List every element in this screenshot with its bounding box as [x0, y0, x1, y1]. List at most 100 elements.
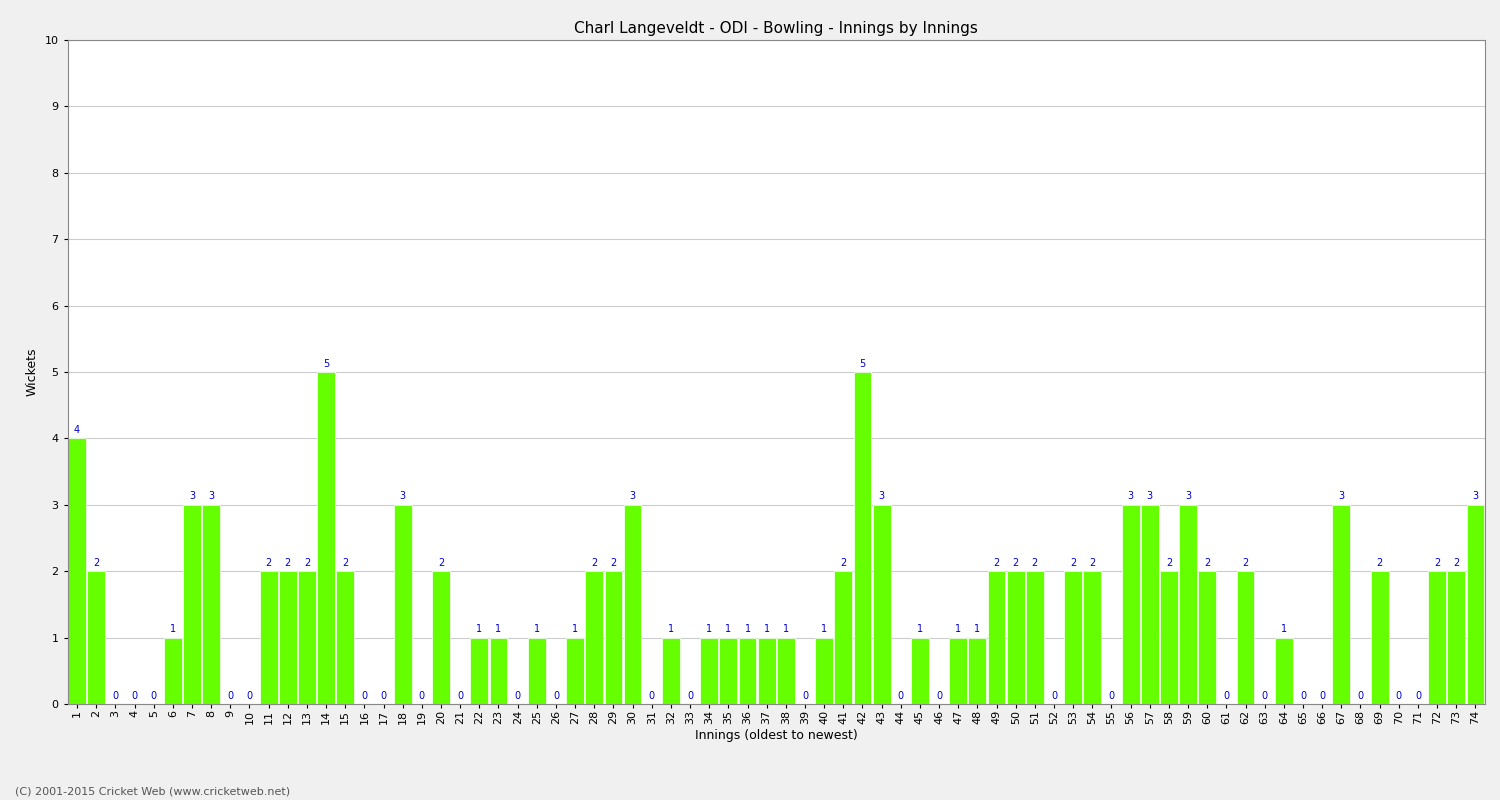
Bar	[87, 571, 105, 704]
Text: 3: 3	[630, 491, 636, 502]
Bar	[260, 571, 278, 704]
Bar	[720, 638, 738, 704]
Bar	[738, 638, 756, 704]
Bar	[394, 505, 411, 704]
Bar	[1142, 505, 1158, 704]
Text: 3: 3	[1473, 491, 1479, 502]
Text: 2: 2	[285, 558, 291, 568]
Text: 1: 1	[975, 624, 981, 634]
Text: 2: 2	[93, 558, 99, 568]
Text: 5: 5	[322, 358, 328, 369]
Bar	[758, 638, 776, 704]
Text: 2: 2	[304, 558, 310, 568]
Text: 1: 1	[706, 624, 712, 634]
Text: 1: 1	[821, 624, 827, 634]
Text: 1: 1	[495, 624, 501, 634]
Text: 0: 0	[1262, 690, 1268, 701]
Bar	[164, 638, 182, 704]
Bar	[336, 571, 354, 704]
Text: 0: 0	[362, 690, 368, 701]
Text: 0: 0	[1318, 690, 1324, 701]
Bar	[1448, 571, 1466, 704]
X-axis label: Innings (oldest to newest): Innings (oldest to newest)	[694, 730, 858, 742]
Text: 2: 2	[840, 558, 846, 568]
Bar	[585, 571, 603, 704]
Text: (C) 2001-2015 Cricket Web (www.cricketweb.net): (C) 2001-2015 Cricket Web (www.cricketwe…	[15, 786, 290, 796]
Text: 2: 2	[610, 558, 616, 568]
Bar	[183, 505, 201, 704]
Bar	[432, 571, 450, 704]
Text: 0: 0	[1108, 690, 1114, 701]
Bar	[1275, 638, 1293, 704]
Bar	[1371, 571, 1389, 704]
Text: 0: 0	[150, 690, 158, 701]
Text: 3: 3	[879, 491, 885, 502]
Text: 0: 0	[419, 690, 424, 701]
Bar	[1026, 571, 1044, 704]
Text: 2: 2	[1434, 558, 1440, 568]
Bar	[279, 571, 297, 704]
Text: 1: 1	[764, 624, 770, 634]
Text: 3: 3	[1185, 491, 1191, 502]
Text: 2: 2	[1013, 558, 1019, 568]
Text: 3: 3	[189, 491, 195, 502]
Title: Charl Langeveldt - ODI - Bowling - Innings by Innings: Charl Langeveldt - ODI - Bowling - Innin…	[574, 21, 978, 36]
Bar	[1332, 505, 1350, 704]
Text: 3: 3	[1128, 491, 1134, 502]
Text: 1: 1	[1281, 624, 1287, 634]
Text: 0: 0	[1224, 690, 1230, 701]
Y-axis label: Wickets: Wickets	[26, 348, 39, 396]
Bar	[624, 505, 642, 704]
Bar	[662, 638, 680, 704]
Text: 2: 2	[1242, 558, 1248, 568]
Text: 3: 3	[1338, 491, 1344, 502]
Text: 5: 5	[859, 358, 865, 369]
Text: 0: 0	[1395, 690, 1402, 701]
Bar	[1467, 505, 1485, 704]
Text: 1: 1	[726, 624, 732, 634]
Bar	[815, 638, 833, 704]
Text: 2: 2	[993, 558, 999, 568]
Bar	[1179, 505, 1197, 704]
Text: 2: 2	[1166, 558, 1172, 568]
Text: 1: 1	[956, 624, 962, 634]
Text: 0: 0	[132, 690, 138, 701]
Text: 2: 2	[1070, 558, 1077, 568]
Bar	[1236, 571, 1254, 704]
Text: 2: 2	[266, 558, 272, 568]
Text: 1: 1	[477, 624, 483, 634]
Text: 2: 2	[1032, 558, 1038, 568]
Text: 0: 0	[458, 690, 464, 701]
Bar	[987, 571, 1005, 704]
Bar	[1007, 571, 1025, 704]
Bar	[853, 372, 871, 704]
Bar	[873, 505, 891, 704]
Text: 1: 1	[916, 624, 922, 634]
Text: 2: 2	[342, 558, 348, 568]
Bar	[202, 505, 220, 704]
Text: 2: 2	[1454, 558, 1460, 568]
Text: 3: 3	[209, 491, 214, 502]
Bar	[1160, 571, 1178, 704]
Text: 0: 0	[802, 690, 808, 701]
Bar	[489, 638, 507, 704]
Bar	[1428, 571, 1446, 704]
Text: 0: 0	[1414, 690, 1420, 701]
Bar	[950, 638, 968, 704]
Text: 0: 0	[897, 690, 904, 701]
Bar	[1198, 571, 1216, 704]
Bar	[700, 638, 718, 704]
Text: 0: 0	[112, 690, 118, 701]
Text: 2: 2	[1204, 558, 1210, 568]
Bar	[528, 638, 546, 704]
Text: 0: 0	[514, 690, 520, 701]
Bar	[1065, 571, 1082, 704]
Text: 0: 0	[648, 690, 656, 701]
Text: 0: 0	[228, 690, 234, 701]
Bar	[316, 372, 334, 704]
Text: 0: 0	[554, 690, 560, 701]
Text: 0: 0	[936, 690, 942, 701]
Bar	[777, 638, 795, 704]
Text: 0: 0	[246, 690, 252, 701]
Text: 2: 2	[1089, 558, 1095, 568]
